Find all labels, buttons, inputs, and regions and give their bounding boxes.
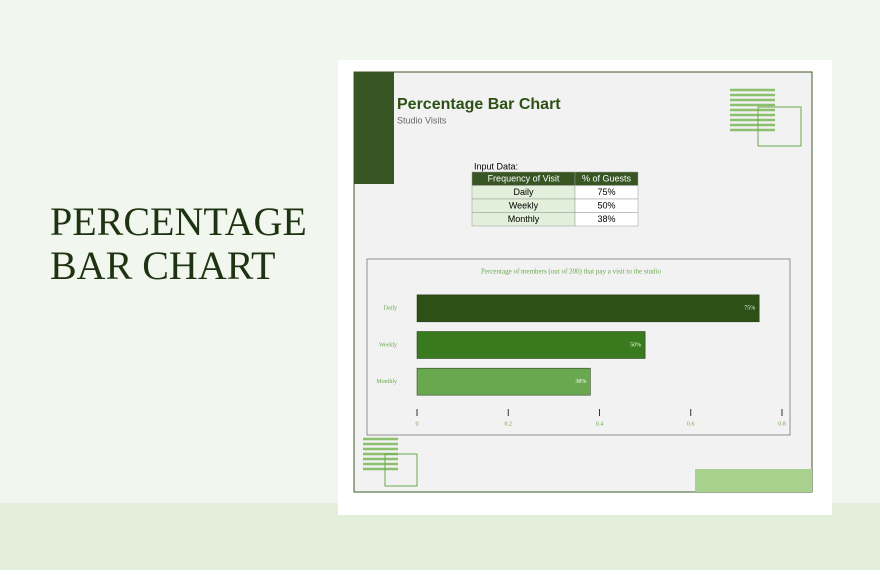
cell-text: Daily bbox=[513, 187, 534, 197]
header-text: % of Guests bbox=[582, 174, 632, 184]
x-tick-label: 0.2 bbox=[505, 421, 513, 427]
value-label: 75% bbox=[744, 306, 755, 312]
sheet-title: Percentage Bar Chart bbox=[397, 96, 561, 113]
accent-block bbox=[354, 72, 394, 184]
cell-text: Monthly bbox=[508, 214, 540, 224]
cell-text: 38% bbox=[597, 214, 615, 224]
table-caption: Input Data: bbox=[474, 161, 518, 171]
banner-line: BAR CHART bbox=[50, 243, 275, 288]
plot: 0 0.2 0.4 0.6 0.8 Daily 75% Weekly 50% Monthly 38% bbox=[376, 294, 786, 427]
x-tick-label: 0.4 bbox=[596, 421, 604, 427]
cell bbox=[574, 212, 639, 227]
y-tick-label: Weekly bbox=[379, 342, 397, 348]
bar bbox=[416, 331, 646, 359]
cell-text: 50% bbox=[597, 201, 615, 211]
deco-block bbox=[695, 469, 812, 492]
x-tick-label: 0.6 bbox=[687, 421, 695, 427]
data-table: Frequency of Visit % of Guests Daily 75% Wee… bbox=[471, 171, 639, 227]
deco-square bbox=[757, 106, 802, 147]
cell-text: Weekly bbox=[509, 201, 539, 211]
value-label: 50% bbox=[630, 342, 641, 348]
stripes bbox=[730, 88, 775, 132]
value-label: 38% bbox=[575, 379, 586, 385]
chart-title: Percentage of members (out of 200) that … bbox=[481, 268, 662, 276]
header-text: Frequency of Visit bbox=[488, 174, 560, 184]
bar bbox=[416, 367, 591, 396]
deco-square bbox=[384, 453, 418, 487]
x-tick-label: 0 bbox=[416, 421, 419, 427]
stripes bbox=[363, 437, 398, 471]
sheet-subtitle: Studio Visits bbox=[397, 115, 447, 125]
y-tick-label: Monthly bbox=[376, 379, 397, 385]
y-tick-label: Daily bbox=[384, 306, 397, 312]
bar bbox=[416, 294, 760, 323]
x-tick-label: 0.8 bbox=[778, 421, 786, 427]
cell-text: 75% bbox=[597, 187, 615, 197]
banner-line: PERCENTAGE bbox=[50, 199, 307, 244]
